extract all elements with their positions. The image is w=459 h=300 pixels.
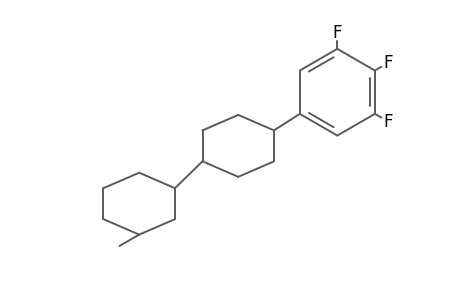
Text: F: F [332,24,341,42]
Text: F: F [383,113,392,131]
Text: F: F [383,54,392,72]
